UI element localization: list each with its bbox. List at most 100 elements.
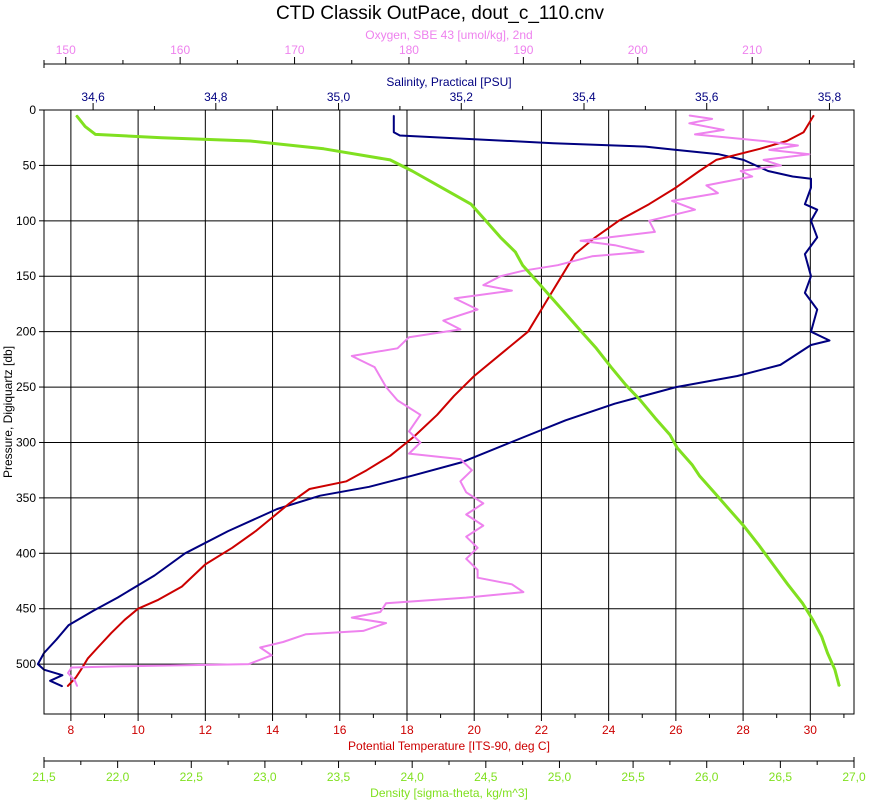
x-tick-label-temperature: 30 bbox=[804, 723, 818, 737]
data-point-temperature bbox=[231, 547, 233, 549]
series-line-temperature bbox=[66, 114, 815, 687]
data-point-oxygen bbox=[465, 558, 467, 560]
data-point-density bbox=[713, 491, 715, 493]
data-point-oxygen bbox=[465, 536, 467, 538]
data-point-temperature bbox=[675, 187, 677, 189]
data-point-oxygen bbox=[385, 622, 387, 624]
data-point-oxygen bbox=[408, 336, 410, 338]
data-point-salinity bbox=[565, 419, 567, 421]
y-tick-label: 0 bbox=[29, 103, 36, 117]
data-point-oxygen bbox=[396, 399, 399, 401]
data-point-salinity bbox=[55, 639, 57, 641]
data-point-density bbox=[536, 281, 539, 283]
x-tick-label-density: 21,5 bbox=[32, 770, 56, 784]
data-point-salinity bbox=[184, 552, 186, 554]
data-point-salinity bbox=[718, 153, 720, 155]
x-axis-salinity: 34,6 34,8 35,0 35,2 35,4 35,6 35,8 Salinity, Pr… bbox=[81, 75, 841, 110]
y-tick-label: 350 bbox=[16, 491, 36, 505]
x-tick-label-density: 27,0 bbox=[842, 770, 866, 784]
data-point-salinity bbox=[810, 275, 812, 277]
data-point-density bbox=[691, 464, 693, 466]
data-point-density bbox=[161, 137, 163, 139]
x-tick-label-salinity: 35,8 bbox=[818, 90, 842, 104]
data-point-density bbox=[669, 434, 671, 436]
x-tick-label-temperature: 22 bbox=[535, 723, 549, 737]
x-tick-label-density: 25,0 bbox=[548, 770, 572, 784]
x-tick-label-density: 26,0 bbox=[695, 770, 719, 784]
data-point-temperature bbox=[453, 395, 455, 397]
data-point-oxygen bbox=[711, 118, 713, 120]
x-tick-label-oxygen: 170 bbox=[285, 43, 305, 57]
data-point-density bbox=[84, 126, 86, 128]
data-point-salinity bbox=[828, 339, 831, 342]
plot-frame bbox=[43, 109, 855, 715]
data-point-oxygen bbox=[454, 297, 456, 299]
x-axis-title-oxygen: Oxygen, SBE 43 [umol/kg], 2nd bbox=[365, 28, 532, 42]
x-axis-oxygen: 150 160 170 180 190 200 210 Oxygen, SBE 43 [umo… bbox=[43, 28, 855, 68]
data-point-temperature bbox=[574, 253, 576, 255]
data-point-oxygen bbox=[465, 513, 467, 516]
data-point-density bbox=[821, 635, 823, 638]
data-point-temperature bbox=[389, 455, 391, 457]
x-tick-label-oxygen: 150 bbox=[56, 43, 76, 57]
data-point-density bbox=[801, 602, 804, 604]
y-axis-label: Pressure, Digiquartz [db] bbox=[1, 346, 15, 478]
data-point-density bbox=[94, 133, 97, 135]
data-point-temperature bbox=[473, 375, 475, 377]
data-point-density bbox=[834, 669, 836, 671]
data-point-oxygen bbox=[557, 264, 559, 266]
data-point-oxygen bbox=[614, 244, 616, 246]
data-point-salinity bbox=[736, 375, 739, 377]
data-point-temperature bbox=[80, 669, 82, 671]
data-point-salinity bbox=[393, 131, 395, 133]
x-tick-label-temperature: 16 bbox=[333, 723, 347, 737]
data-point-salinity bbox=[810, 220, 812, 222]
data-point-temperature bbox=[813, 114, 815, 117]
x-tick-label-temperature: 8 bbox=[68, 723, 75, 737]
data-point-oxygen bbox=[477, 547, 479, 549]
x-tick-label-density: 24,5 bbox=[474, 770, 498, 784]
data-point-oxygen bbox=[717, 192, 719, 194]
data-point-oxygen bbox=[797, 144, 799, 147]
data-point-oxygen bbox=[442, 320, 444, 322]
data-point-oxygen bbox=[780, 164, 782, 166]
x-tick-label-oxygen: 180 bbox=[399, 43, 419, 57]
data-point-temperature bbox=[87, 658, 89, 660]
data-point-oxygen bbox=[477, 577, 479, 579]
data-point-temperature bbox=[181, 586, 183, 588]
x-axis-density: 21,5 22,0 22,5 23,0 23,5 24,0 24,5 25,0 25,5 26,0… bbox=[32, 757, 866, 800]
x-tick-label-temperature: 26 bbox=[669, 723, 683, 737]
data-point-temperature bbox=[715, 159, 717, 161]
data-point-temperature bbox=[75, 676, 77, 679]
data-point-density bbox=[742, 525, 745, 527]
data-point-oxygen bbox=[419, 441, 421, 444]
data-point-oxygen bbox=[654, 231, 656, 233]
data-point-density bbox=[441, 187, 443, 189]
data-point-density bbox=[249, 140, 251, 142]
data-point-temperature bbox=[786, 140, 788, 142]
x-axis-title-salinity: Salinity, Practical [PSU] bbox=[386, 75, 511, 89]
data-point-oxygen bbox=[671, 200, 673, 202]
data-point-salinity bbox=[460, 461, 462, 463]
data-point-oxygen bbox=[740, 170, 742, 172]
data-point-salinity bbox=[644, 146, 647, 148]
data-point-temperature bbox=[648, 203, 650, 205]
data-point-salinity bbox=[742, 159, 745, 161]
data-point-oxygen bbox=[591, 255, 593, 257]
data-point-temperature bbox=[157, 599, 159, 601]
data-point-density bbox=[595, 347, 597, 349]
data-point-oxygen bbox=[419, 414, 421, 416]
data-point-oxygen bbox=[763, 159, 765, 161]
data-point-density bbox=[610, 366, 612, 368]
data-point-salinity bbox=[816, 308, 818, 311]
x-tick-label-density: 23,5 bbox=[327, 770, 351, 784]
x-tick-label-salinity: 34,6 bbox=[81, 90, 105, 104]
data-point-oxygen bbox=[511, 583, 513, 585]
data-point-salinity bbox=[399, 134, 401, 137]
data-point-oxygen bbox=[385, 386, 387, 388]
data-point-salinity bbox=[368, 486, 370, 488]
x-tick-label-temperature: 24 bbox=[602, 723, 616, 737]
data-point-salinity bbox=[509, 441, 511, 444]
